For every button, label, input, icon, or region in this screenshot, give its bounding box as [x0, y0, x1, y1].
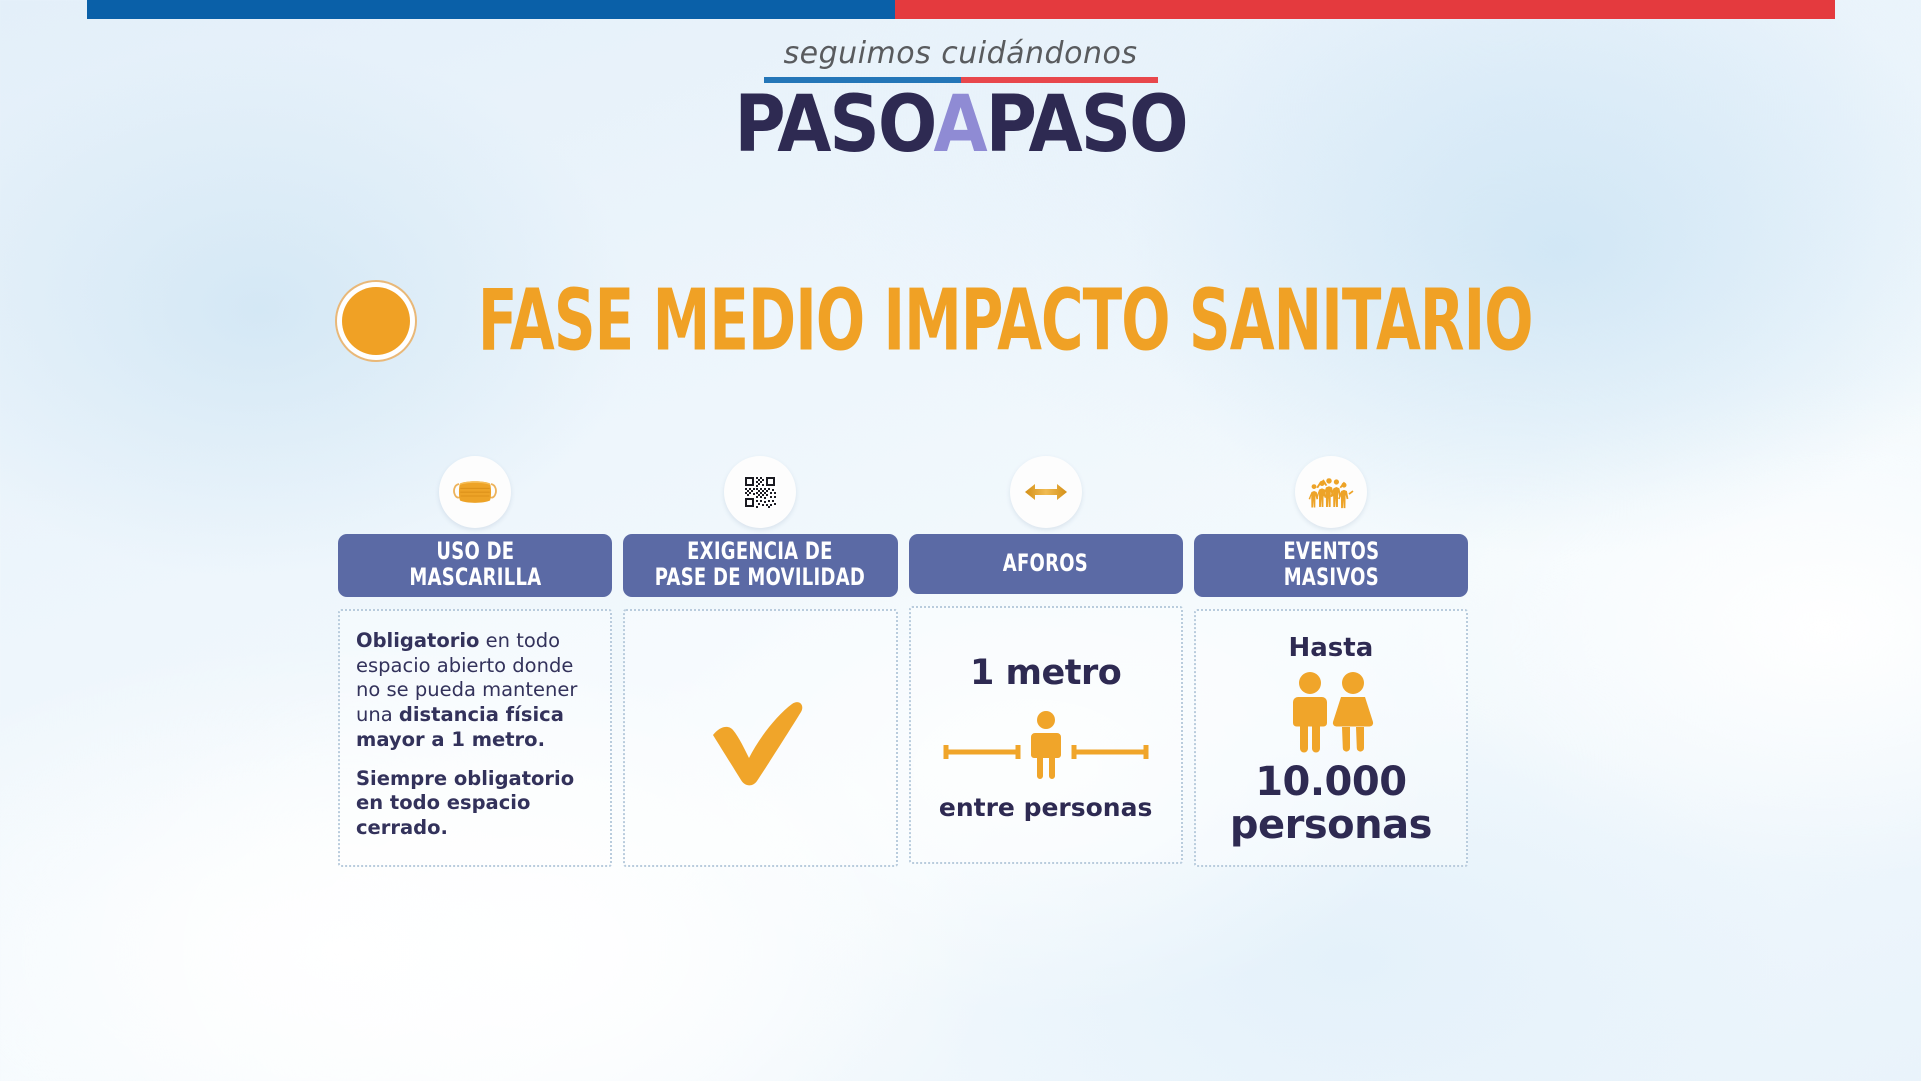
flag-bar-red-segment	[894, 0, 1835, 19]
mask-p1-bold-1: Obligatorio	[356, 628, 480, 652]
column-header-mascarilla: USO DE MASCARILLA	[338, 534, 613, 597]
column-body-pase-movilidad	[623, 608, 898, 867]
capacity-prefix: Hasta	[1288, 632, 1374, 663]
mask-paragraph-2: Siempre obligatorio en todo espacio cerr…	[356, 767, 594, 841]
wordmark-left: PASO	[734, 78, 935, 171]
mask-p1-bold-2: distancia física mayor a 1 metro.	[356, 703, 564, 751]
checkmark-icon	[713, 701, 803, 786]
column-body-aforos: 1 metro entre personas	[908, 606, 1183, 864]
aforos-distance-value: 1 metro	[969, 652, 1122, 693]
distance-diagram-icon	[943, 710, 1149, 779]
page-title: FASE MEDIO IMPACTO SANITARIO	[478, 271, 1534, 370]
column-header-aforos: AFOROS	[908, 534, 1183, 594]
header-line-2: MASIVOS	[1283, 563, 1379, 592]
flag-bar-blue-segment	[87, 0, 895, 19]
phase-status-dot-icon	[342, 286, 411, 355]
top-flag-bar	[87, 0, 1835, 19]
brand-block: seguimos cuidándonos PASOAPASO	[0, 36, 1921, 164]
measure-column-mascarilla: USO DE MASCARILLA Obligatorio en todo es…	[338, 456, 613, 867]
measure-column-aforos: AFOROS 1 metro entre personas	[908, 456, 1183, 867]
measures-grid: USO DE MASCARILLA Obligatorio en todo es…	[338, 456, 1468, 867]
header-line-1: EXIGENCIA DE	[687, 536, 834, 566]
crowd-icon	[1294, 456, 1367, 528]
aforos-caption: entre personas	[938, 792, 1153, 822]
wordmark-accent: A	[933, 78, 987, 171]
capacity-unit: personas	[1229, 801, 1433, 848]
measure-column-eventos-masivos: EVENTOS MASIVOS Hasta 10.000 personas	[1193, 456, 1468, 867]
capacity-number: 10.000	[1255, 758, 1407, 805]
header-line-1: USO DE	[436, 536, 515, 566]
two-people-icon	[1292, 671, 1374, 753]
column-body-mascarilla: Obligatorio en todo espacio abierto dond…	[338, 608, 613, 867]
phase-headline: FASE MEDIO IMPACTO SANITARIO	[0, 271, 1921, 370]
face-mask-icon	[439, 456, 512, 528]
column-header-pase-movilidad: EXIGENCIA DE PASE DE MOVILIDAD	[623, 534, 898, 597]
measure-column-pase-movilidad: EXIGENCIA DE PASE DE MOVILIDAD	[623, 456, 898, 867]
header-line-2: MASCARILLA	[409, 563, 542, 592]
wordmark-right: PASO	[985, 78, 1189, 171]
mask-paragraph-1: Obligatorio en todo espacio abierto dond…	[356, 629, 594, 753]
qr-code-icon	[724, 456, 797, 528]
brand-rule-red	[960, 77, 1158, 83]
header-line-1: AFOROS	[1002, 548, 1089, 577]
mask-p2-bold: Siempre obligatorio en todo espacio cerr…	[356, 766, 575, 840]
brand-rule	[763, 77, 1158, 83]
brand-tagline: seguimos cuidándonos	[783, 36, 1138, 71]
mask-p1-plain: en todo espacio abierto donde no se pued…	[356, 628, 578, 727]
header-line-2: PASE DE MOVILIDAD	[655, 563, 866, 592]
column-header-eventos-masivos: EVENTOS MASIVOS	[1193, 534, 1468, 597]
brand-wordmark: PASOAPASO	[0, 84, 1921, 165]
brand-rule-blue	[763, 77, 961, 83]
header-line-1: EVENTOS	[1282, 536, 1379, 566]
column-body-eventos-masivos: Hasta 10.000 personas	[1193, 608, 1468, 867]
double-arrow-icon	[1009, 456, 1082, 528]
